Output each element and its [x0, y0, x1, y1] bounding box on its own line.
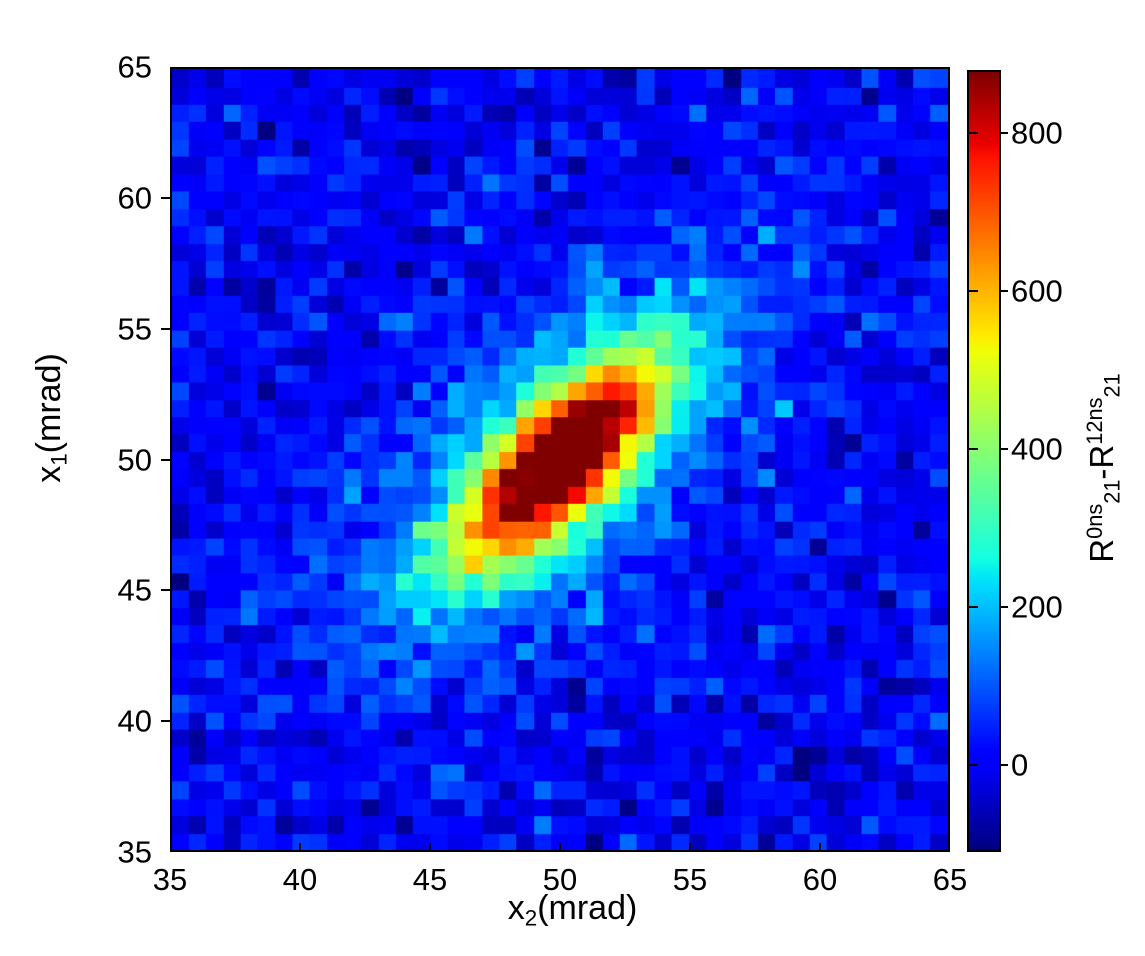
x-tick-label: 35: [152, 862, 188, 897]
x-tick-mark: [429, 843, 431, 852]
colorbar-tick-label: 200: [1011, 589, 1063, 625]
colorbar-tick-label: 400: [1011, 431, 1063, 467]
x-tick-label: 65: [932, 862, 968, 897]
y-axis-title-unit: (mrad): [29, 353, 68, 454]
y-tick-label: 40: [117, 703, 152, 739]
y-tick-label: 35: [117, 834, 152, 870]
colorbar-title-term2-sup: 12ns: [1082, 397, 1108, 445]
x-tick-mark: [819, 843, 821, 852]
colorbar-tick-mark: [969, 764, 978, 767]
colorbar-tick-label: 800: [1011, 115, 1063, 151]
x-tick-mark: [559, 843, 561, 852]
colorbar: [967, 70, 1001, 852]
x-tick-mark: [299, 843, 301, 852]
colorbar-tick-mark: [969, 290, 978, 293]
y-tick-label: 45: [117, 572, 152, 608]
x-axis-title-subscript: 2: [524, 905, 538, 931]
y-tick-label: 50: [117, 442, 152, 477]
heatmap-image: [172, 69, 948, 850]
x-tick-label: 60: [802, 862, 838, 897]
colorbar-tick-mark: [999, 764, 1008, 767]
y-tick-mark: [161, 327, 170, 330]
y-tick-mark: [161, 589, 170, 592]
y-tick-mark: [161, 458, 170, 461]
colorbar-title-term1-sup: 0ns: [1082, 503, 1108, 539]
x-tick-label: 45: [412, 862, 448, 897]
colorbar-tick-mark: [969, 448, 978, 451]
colorbar-title-term1-base: R: [1083, 538, 1121, 563]
y-axis-title-subscript: 1: [46, 453, 72, 466]
x-axis-title: x2(mrad): [0, 888, 1145, 939]
x-axis-title-base: x: [507, 889, 525, 927]
colorbar-title-term2-sub: 21: [1099, 373, 1125, 398]
colorbar-tick-mark: [999, 132, 1008, 135]
colorbar-tick-label: 600: [1011, 273, 1063, 309]
y-tick-label: 55: [117, 311, 152, 347]
x-axis-title-unit: (mrad): [537, 889, 638, 927]
x-tick-mark: [689, 843, 691, 852]
colorbar-tick-mark: [999, 290, 1008, 293]
colorbar-tick-mark: [969, 132, 978, 135]
colorbar-title-term1-sub: 21: [1099, 479, 1125, 504]
y-axis-title: x1(mrad): [29, 68, 77, 768]
colorbar-title-minus: -: [1083, 468, 1121, 480]
y-axis-title-base: x: [29, 465, 68, 483]
x-tick-label: 40: [282, 862, 318, 897]
y-tick-label: 65: [117, 49, 152, 85]
colorbar-title-term2-base: R: [1083, 444, 1121, 469]
y-tick-label: 60: [117, 180, 152, 216]
colorbar-tick-label: 0: [1011, 747, 1029, 783]
x-tick-label: 55: [672, 862, 708, 897]
colorbar-gradient: [969, 72, 999, 850]
heatmap-plot-area: [170, 67, 950, 852]
y-tick-mark: [161, 720, 170, 723]
y-tick-mark: [161, 196, 170, 199]
colorbar-tick-mark: [999, 606, 1008, 609]
colorbar-title: R0ns21-R12ns21: [1081, 253, 1127, 683]
colorbar-tick-mark: [969, 606, 978, 609]
colorbar-tick-mark: [999, 448, 1008, 451]
x-tick-label: 50: [542, 862, 578, 897]
